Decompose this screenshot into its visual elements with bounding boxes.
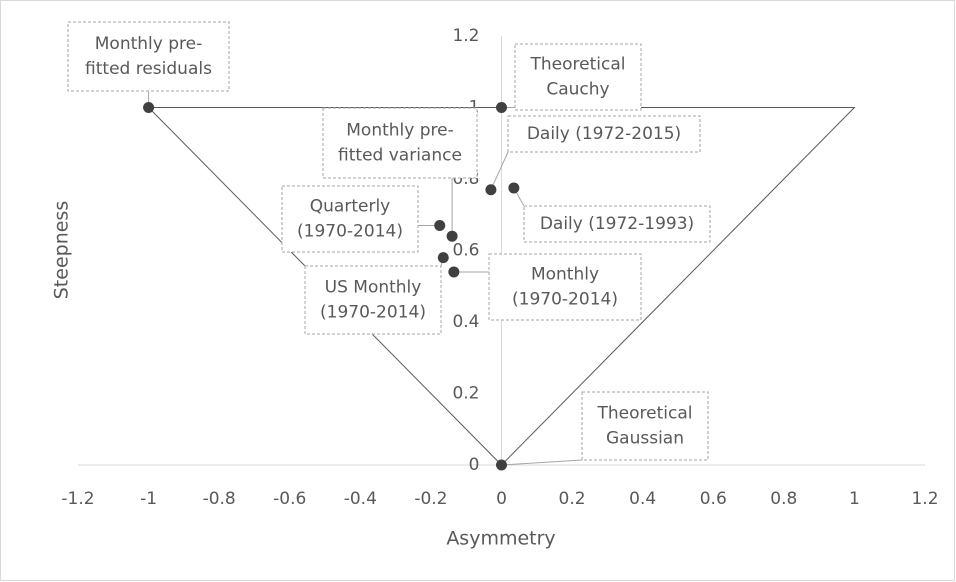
point — [508, 182, 520, 194]
x-tick-label: 0.8 — [770, 489, 797, 509]
label-box — [507, 115, 701, 153]
point-label: fitted residuals — [85, 59, 212, 79]
point — [496, 102, 507, 113]
point-label: Monthly — [531, 265, 599, 285]
y-tick-label: 0.4 — [452, 312, 479, 332]
point-label: Theoretical — [597, 404, 693, 424]
x-tick-label: 1.2 — [911, 489, 938, 509]
y-tick-label: 0.6 — [452, 241, 479, 261]
x-tick-label: 0 — [496, 489, 507, 509]
x-tick-label: 1 — [849, 489, 860, 509]
leader-line — [490, 151, 509, 190]
x-tick-label: -1 — [140, 489, 157, 509]
point — [496, 459, 507, 471]
point-label: Monthly pre- — [346, 121, 453, 141]
y-tick-label: 0.2 — [452, 384, 479, 404]
x-tick-label: 0.6 — [700, 489, 727, 509]
x-tick-label: -0.2 — [414, 489, 447, 509]
point-label: Daily (1972-2015) — [527, 124, 681, 144]
point-label: Quarterly — [310, 197, 390, 217]
y-tick-label: 1.2 — [452, 26, 479, 46]
point-label: fitted variance — [338, 146, 462, 166]
point-label: Daily (1972-1993) — [540, 214, 694, 234]
label-box — [514, 43, 642, 111]
point-label: Theoretical — [530, 55, 626, 75]
x-tick-label: -0.8 — [203, 489, 236, 509]
x-tick-label: -0.6 — [273, 489, 306, 509]
y-axis-title: Steepness — [51, 201, 73, 299]
point-label: US Monthly — [325, 278, 422, 298]
point-label: Monthly pre- — [95, 34, 202, 54]
point — [143, 102, 155, 113]
x-tick-label: 0.2 — [559, 489, 586, 509]
label-box — [581, 391, 709, 461]
label-box — [322, 107, 478, 179]
point — [485, 184, 497, 196]
point — [448, 266, 460, 278]
point-label: (1970-2014) — [320, 303, 426, 323]
point-label: Gaussian — [606, 429, 684, 449]
point-label: (1970-2014) — [297, 222, 403, 242]
x-tick-label: -1.2 — [61, 489, 94, 509]
label-box — [523, 205, 711, 243]
point — [434, 219, 446, 231]
point-label: (1970-2014) — [512, 290, 618, 310]
label-box — [67, 21, 230, 92]
label-box — [281, 185, 419, 253]
x-tick-label: 0.4 — [629, 489, 656, 509]
x-tick-label: -0.4 — [344, 489, 377, 509]
leader-line — [501, 459, 583, 466]
label-box — [488, 253, 642, 321]
point-label: Cauchy — [546, 80, 609, 100]
point — [437, 252, 449, 264]
y-tick-label: 0 — [469, 455, 480, 475]
x-axis-title: Asymmetry — [446, 528, 555, 550]
point — [446, 230, 458, 242]
label-box — [304, 265, 442, 335]
